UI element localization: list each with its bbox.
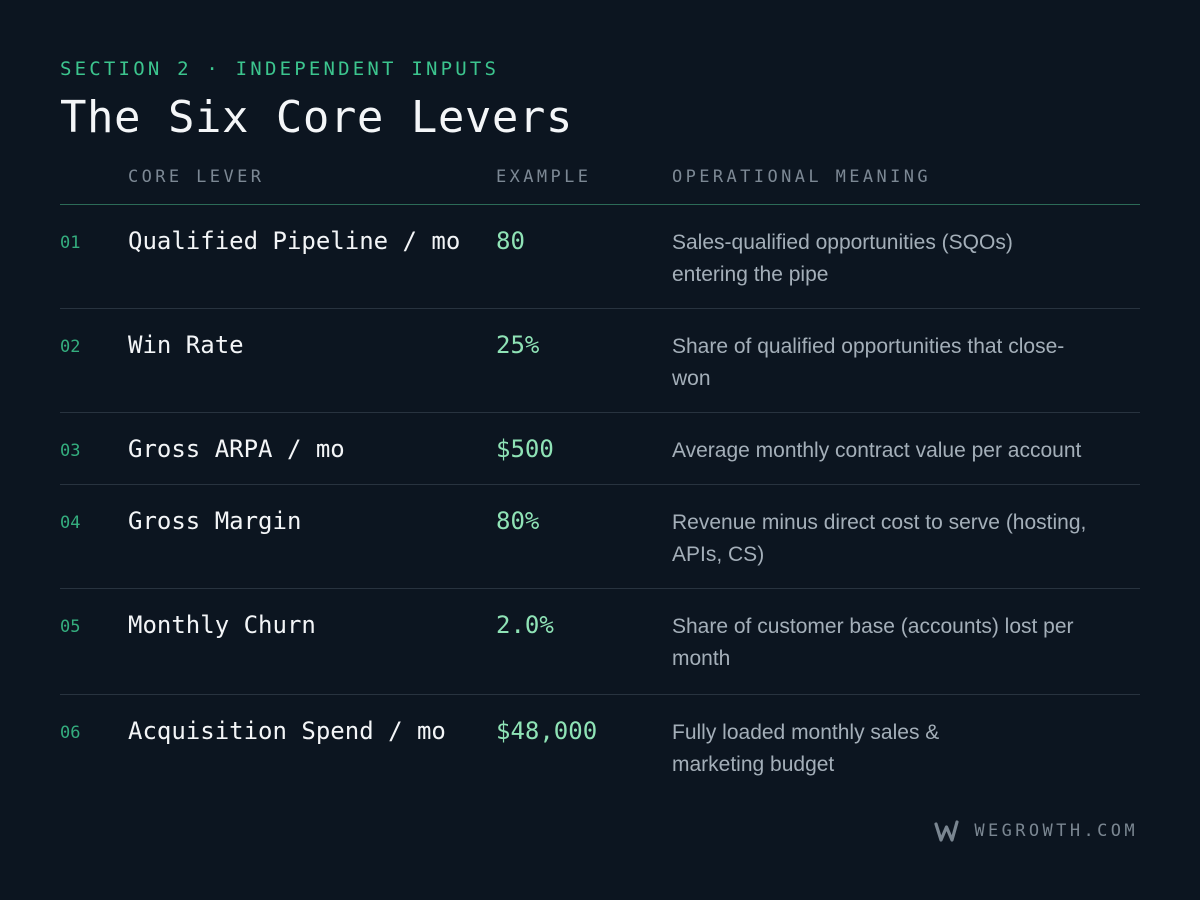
row-lever: Acquisition Spend / mo bbox=[128, 717, 446, 745]
table-row: 05 Monthly Churn 2.0% Share of customer … bbox=[60, 589, 1140, 695]
row-divider bbox=[60, 412, 1140, 413]
row-divider bbox=[60, 308, 1140, 309]
row-example-value: 80 bbox=[496, 227, 525, 255]
table-row: 01 Qualified Pipeline / mo 80 Sales-qual… bbox=[60, 205, 1140, 309]
column-header-example: EXAMPLE bbox=[496, 167, 592, 187]
row-meaning: Share of customer base (accounts) lost p… bbox=[672, 615, 1074, 670]
row-example-value: 80% bbox=[496, 507, 540, 535]
table-row: 02 Win Rate 25% Share of qualified oppor… bbox=[60, 309, 1140, 413]
table-row: 06 Acquisition Spend / mo $48,000 Fully … bbox=[60, 695, 1140, 799]
table-row: 03 Gross ARPA / mo $500 Average monthly … bbox=[60, 413, 1140, 485]
row-lever: Gross Margin bbox=[128, 507, 302, 535]
page-title: The Six Core Levers bbox=[60, 92, 573, 143]
row-number: 05 bbox=[60, 617, 81, 637]
row-example-value: $48,000 bbox=[496, 717, 598, 745]
wegrowth-w-logo-icon bbox=[934, 818, 960, 844]
section-label: SECTION 2 · INDEPENDENT INPUTS bbox=[60, 58, 500, 80]
header-divider bbox=[60, 204, 1140, 205]
row-meaning: Revenue minus direct cost to serve (host… bbox=[672, 511, 1087, 566]
row-lever: Win Rate bbox=[128, 331, 244, 359]
row-divider bbox=[60, 588, 1140, 589]
row-meaning: Sales-qualified opportunities (SQOs) ent… bbox=[672, 231, 1013, 286]
row-example-value: $500 bbox=[496, 435, 554, 463]
row-lever: Gross ARPA / mo bbox=[128, 435, 345, 463]
row-divider bbox=[60, 484, 1140, 485]
table-row: 04 Gross Margin 80% Revenue minus direct… bbox=[60, 485, 1140, 589]
row-divider bbox=[60, 694, 1140, 695]
column-header-operational-meaning: OPERATIONAL MEANING bbox=[672, 167, 932, 187]
footer-brand: WEGROWTH.COM bbox=[934, 816, 1138, 846]
row-lever: Monthly Churn bbox=[128, 611, 316, 639]
row-number: 01 bbox=[60, 233, 81, 253]
row-example-value: 2.0% bbox=[496, 611, 554, 639]
footer-brand-text: WEGROWTH.COM bbox=[974, 821, 1138, 841]
row-meaning: Fully loaded monthly sales & marketing b… bbox=[672, 721, 940, 776]
row-lever: Qualified Pipeline / mo bbox=[128, 227, 461, 255]
row-meaning: Share of qualified opportunities that cl… bbox=[672, 335, 1065, 390]
row-number: 02 bbox=[60, 337, 81, 357]
column-header-core-lever: CORE LEVER bbox=[128, 167, 265, 187]
row-number: 04 bbox=[60, 513, 81, 533]
row-example-value: 25% bbox=[496, 331, 540, 359]
row-number: 06 bbox=[60, 723, 81, 743]
row-number: 03 bbox=[60, 441, 81, 461]
row-meaning: Average monthly contract value per accou… bbox=[672, 439, 1082, 462]
